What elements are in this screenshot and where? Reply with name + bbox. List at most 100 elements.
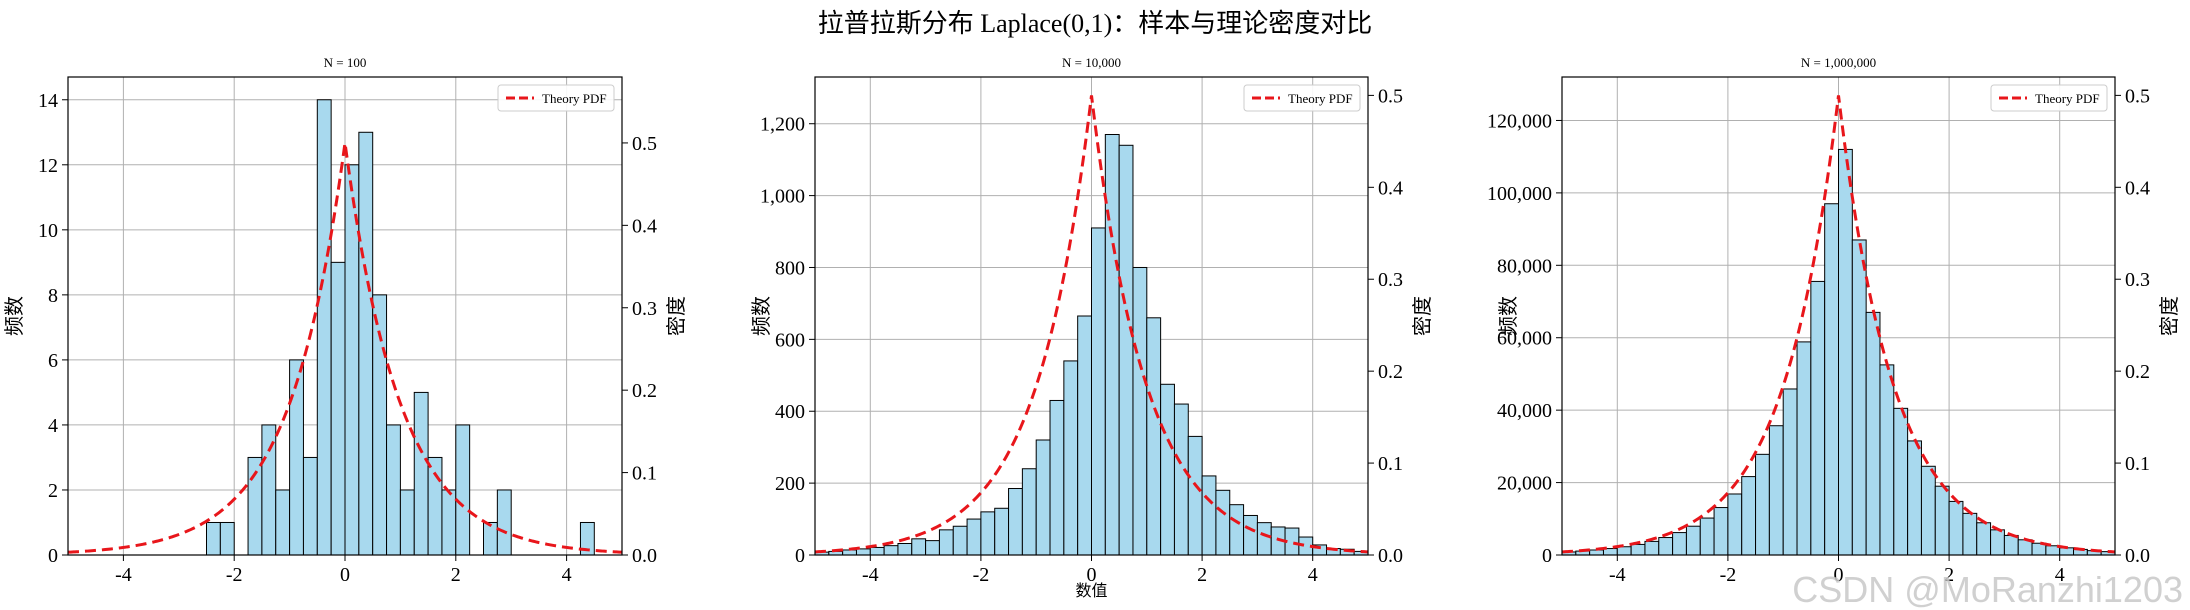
y2-tick-label: 0.1 <box>1378 453 1403 475</box>
histogram-bar <box>1796 341 1812 556</box>
y2-tick-label: 0.4 <box>2125 177 2150 199</box>
histogram-bar <box>413 391 429 556</box>
histogram-bar <box>1727 493 1743 556</box>
y-tick-label: 14 <box>38 90 58 112</box>
histogram-bar <box>1768 425 1784 556</box>
histogram-bar <box>1160 383 1175 556</box>
subplot-1: -4 -2 0 2 4 0 2 4 6 8 10 12 14 0.0 0.1 0.2 0.3 0.4 0.5 N = … <box>3 55 688 586</box>
histogram-bar <box>1021 468 1037 556</box>
histogram-bar <box>275 489 291 556</box>
theory-pdf-line <box>67 142 623 554</box>
histogram-bar <box>1893 407 1909 556</box>
histogram-bar <box>1851 239 1867 556</box>
y-tick-label: 20,000 <box>1497 473 1552 495</box>
x-tick-label: 4 <box>2055 564 2065 586</box>
histogram-bar <box>386 424 401 556</box>
histogram-bar <box>1104 134 1120 556</box>
y2-tick-label: 0.0 <box>2125 545 2150 567</box>
x-tick-label: 0 <box>1087 564 1097 586</box>
y-tick-label: 4 <box>48 415 58 437</box>
histogram-bar <box>1616 546 1632 556</box>
y-tick-label: 400 <box>775 401 805 423</box>
histogram-bars <box>814 134 1369 556</box>
y-tick-label: 600 <box>775 329 805 351</box>
histogram-bar <box>1685 525 1701 556</box>
histogram-bar <box>1810 280 1826 556</box>
histogram-bar <box>1008 488 1023 556</box>
y2-tick-label: 0.4 <box>632 215 657 237</box>
histogram-bar <box>980 511 996 556</box>
histogram-bar <box>966 518 982 556</box>
histogram-bar <box>1934 485 1950 556</box>
histogram-bar <box>316 99 332 556</box>
histogram-bar <box>1962 512 1978 556</box>
histogram-bar <box>358 131 374 556</box>
y2-tick-label: 0.3 <box>1378 269 1403 291</box>
histogram-bar <box>1630 543 1646 556</box>
subplot-title: N = 10,000 <box>1062 55 1121 70</box>
x-tick-label: 4 <box>562 564 572 586</box>
x-tick-label: -4 <box>862 564 879 586</box>
y-tick-label: 200 <box>775 473 805 495</box>
y2-axis-label: 密度 <box>2158 296 2181 336</box>
y2-tick-label: 0.1 <box>2125 453 2150 475</box>
theory-pdf-line <box>814 95 1369 554</box>
histogram-bar <box>1672 532 1687 556</box>
histogram-bar <box>1589 549 1604 556</box>
y2-axis-label: 密度 <box>1411 296 1434 336</box>
y-tick-label: 0 <box>1542 545 1552 567</box>
x-axis-label: 数值 <box>1075 582 1107 600</box>
y2-tick-label: 0.0 <box>632 545 657 567</box>
subplot-title: N = 100 <box>324 55 367 70</box>
histogram-bar <box>1782 388 1798 556</box>
x-tick-label: 4 <box>1308 564 1318 586</box>
histogram-bar <box>2003 534 2019 556</box>
histogram-bar <box>483 521 498 556</box>
y-tick-label: 12 <box>38 155 58 177</box>
histogram-bar <box>1658 537 1674 556</box>
y-tick-label: 6 <box>48 350 58 372</box>
y2-tick-label: 0.0 <box>1378 545 1403 567</box>
histogram-bar <box>1879 364 1895 556</box>
histogram-bar <box>1035 439 1051 556</box>
legend: Theory PDF <box>497 84 615 112</box>
histogram-bar <box>441 489 457 556</box>
histogram-bar <box>330 261 346 556</box>
histogram-bar <box>1146 317 1162 556</box>
histogram-bar <box>869 546 885 556</box>
x-tick-label: 0 <box>1834 564 1844 586</box>
histogram-bar <box>855 548 871 556</box>
histogram-bar <box>1990 529 2005 556</box>
watermark: CSDN @MoRanzhi1203 <box>1792 569 2183 610</box>
y2-tick-label: 0.2 <box>2125 361 2150 383</box>
y2-tick-label: 0.3 <box>2125 269 2150 291</box>
legend-box <box>497 84 615 112</box>
histogram-bar <box>1920 465 1936 556</box>
y-tick-label: 8 <box>48 285 58 307</box>
histogram-bar <box>1063 360 1079 556</box>
x-tick-label: 2 <box>1197 564 1207 586</box>
y-tick-label: 80,000 <box>1497 255 1552 277</box>
y2-tick-label: 0.4 <box>1378 177 1403 199</box>
subplot-3: -4 -2 0 2 4 0 20,000 40,000 60,000 80,000 100,000 1… <box>1487 55 2181 586</box>
x-tick-label: -2 <box>226 564 243 586</box>
y-tick-label: 800 <box>775 257 805 279</box>
histogram-bar <box>938 529 954 556</box>
histogram-bars <box>206 99 595 556</box>
y-axis-label: 频数 <box>1497 296 1520 336</box>
histogram-bar <box>1907 440 1922 556</box>
y2-tick-label: 0.1 <box>632 463 657 485</box>
x-tick-label: -4 <box>1609 564 1626 586</box>
histogram-bar <box>1824 203 1840 556</box>
histogram-bar <box>496 489 512 556</box>
histogram-bar <box>1256 522 1272 556</box>
y-tick-label: 120,000 <box>1487 110 1552 132</box>
histogram-bar <box>1118 144 1134 556</box>
legend: Theory PDF <box>1243 84 1361 112</box>
histogram-bar <box>1644 540 1660 556</box>
histogram-bar <box>1243 514 1258 556</box>
histogram-bar <box>897 542 913 556</box>
histogram-bars <box>1561 148 2116 556</box>
x-tick-label: 2 <box>451 564 461 586</box>
histogram-bar <box>1699 517 1715 556</box>
